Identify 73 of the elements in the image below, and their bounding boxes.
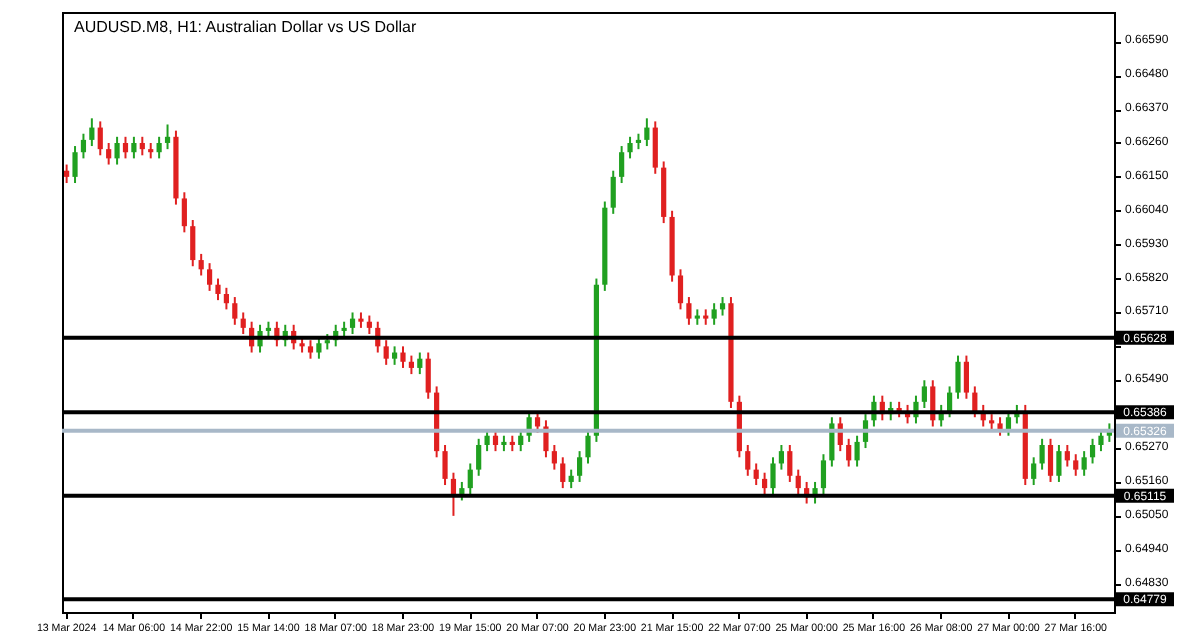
candlestick [1064, 443, 1070, 468]
candlestick [820, 453, 827, 496]
candlestick [854, 434, 860, 468]
candlestick [400, 345, 406, 369]
candlestick [753, 462, 759, 487]
candlestick [846, 437, 852, 468]
candlestick [232, 296, 238, 326]
candlestick [391, 345, 398, 366]
candlestick [610, 169, 616, 215]
candlestick [408, 354, 415, 376]
candlestick [795, 468, 801, 496]
candlestick [106, 141, 112, 166]
candlestick [366, 314, 372, 336]
candlestick [80, 132, 87, 160]
candlestick [585, 428, 591, 465]
candlestick [787, 443, 793, 483]
candlestick [425, 351, 431, 400]
candlestick [1047, 437, 1054, 483]
candlestick [206, 262, 213, 292]
candlestick [476, 437, 482, 477]
candlestick [181, 191, 187, 234]
candlestick [156, 135, 162, 160]
candlestick [215, 277, 221, 302]
candlestick [711, 302, 717, 326]
candlestick [349, 311, 356, 336]
candlestick [644, 117, 650, 148]
candlestick [745, 443, 751, 477]
candlestick [619, 145, 625, 185]
candlestick [383, 339, 389, 366]
candlestick [761, 471, 768, 496]
chart-title: AUDUSD.M8, H1: Australian Dollar vs US Dollar [74, 18, 417, 36]
candlestick [778, 443, 785, 471]
candlestick [198, 252, 204, 277]
candlestick [719, 296, 726, 317]
candlestick [467, 462, 473, 496]
candlestick [122, 135, 129, 160]
candlestick [64, 163, 70, 185]
candlestick [442, 443, 448, 487]
candlestick [97, 120, 103, 157]
candlestick [190, 219, 196, 268]
candlestick [417, 351, 423, 376]
candlestick [677, 268, 684, 311]
candlestick [131, 135, 137, 160]
candlestick [568, 468, 574, 490]
candlestick [955, 354, 961, 400]
candlestick [1089, 437, 1096, 465]
candlestick [89, 117, 95, 148]
candlestick [1081, 450, 1087, 477]
candlestick [551, 443, 557, 471]
candlestick [1039, 437, 1045, 471]
candlestick [1031, 456, 1037, 487]
candlestick [114, 135, 120, 166]
candlestick [1056, 443, 1062, 483]
candlestick [240, 311, 246, 336]
candlestick [459, 480, 465, 502]
candlestick [164, 123, 171, 151]
candlestick [686, 296, 692, 326]
candlestick [1005, 410, 1012, 437]
candlestick [997, 416, 1003, 437]
candlestick [560, 456, 566, 490]
candlestick [921, 379, 927, 409]
candlestick [139, 135, 145, 157]
candlestick [307, 339, 314, 360]
candlestick [72, 145, 78, 185]
candlestick [450, 471, 457, 517]
candlestick [223, 286, 229, 311]
candlestick [770, 456, 776, 496]
candlestick [1073, 453, 1079, 477]
candlestick [316, 336, 322, 360]
candlestick [627, 135, 633, 160]
candlestick [963, 354, 970, 400]
candlestick [576, 450, 583, 483]
candlestick [652, 120, 658, 175]
